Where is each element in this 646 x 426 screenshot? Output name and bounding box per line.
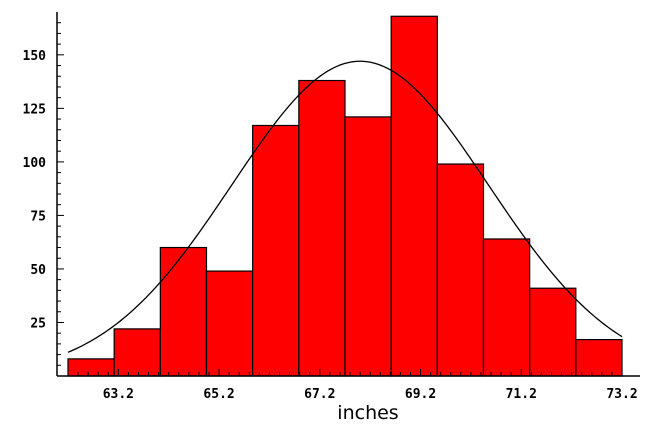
histogram-bar bbox=[529, 287, 577, 377]
y-tick-label: 50 bbox=[30, 263, 46, 278]
x-tick-label: 67.2 bbox=[304, 387, 335, 402]
histogram-bar bbox=[205, 270, 254, 377]
x-axis-title: inches bbox=[337, 402, 398, 424]
y-tick-label: 150 bbox=[23, 49, 47, 64]
histogram-bar bbox=[67, 358, 115, 377]
histogram-bar bbox=[436, 163, 485, 377]
x-tick-label: 73.2 bbox=[606, 387, 637, 402]
y-tick-label: 125 bbox=[23, 102, 46, 117]
x-tick-label: 71.2 bbox=[506, 387, 537, 402]
histogram-bar bbox=[575, 339, 623, 377]
x-tick-label: 69.2 bbox=[405, 387, 436, 402]
y-ticks: 25 50 75 100 125 150 bbox=[23, 22, 64, 366]
y-tick-label: 75 bbox=[30, 209, 46, 224]
histogram-bar bbox=[298, 79, 346, 377]
bars bbox=[67, 15, 623, 377]
histogram-bar bbox=[344, 116, 392, 377]
histogram-bar bbox=[113, 328, 161, 377]
x-ticks: 63.2 65.2 67.2 69.2 71.2 73.2 bbox=[67, 369, 638, 402]
y-tick-label: 100 bbox=[23, 156, 47, 171]
x-tick-label: 63.2 bbox=[103, 387, 134, 402]
histogram-bar bbox=[482, 238, 531, 377]
normal-curve bbox=[67, 60, 623, 353]
y-tick-label: 25 bbox=[30, 316, 46, 331]
x-tick-label: 65.2 bbox=[203, 387, 234, 402]
histogram-bar bbox=[390, 15, 438, 377]
histogram-bar bbox=[159, 246, 208, 377]
histogram-bar bbox=[252, 124, 300, 377]
